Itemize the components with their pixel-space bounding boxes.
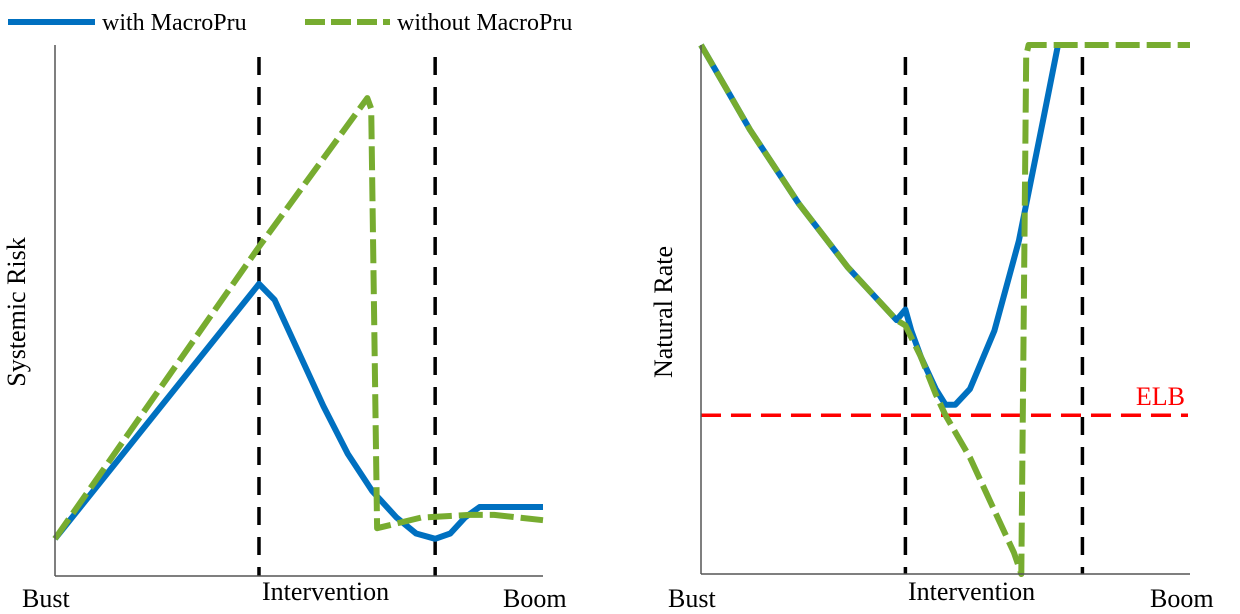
series-group [698, 42, 1190, 577]
legend: with MacroPru without MacroPru [8, 10, 572, 36]
intervention-boundaries [257, 57, 437, 576]
x-tick-label-boom: Boom [1150, 584, 1214, 613]
legend-label-without-macropru: without MacroPru [397, 10, 572, 36]
intervention-boundaries [903, 57, 1085, 574]
chart-natural-rate: ELB Natural Rate Bust Intervention Boom [649, 42, 1214, 613]
series-line-with-macropru [52, 280, 543, 542]
x-tick-label-intervention: Intervention [262, 577, 389, 606]
chart-systemic-risk: Systemic Risk Bust Intervention Boom [2, 45, 567, 613]
x-tick-label-bust: Bust [668, 584, 716, 613]
series-line-without-macropru [698, 42, 1190, 577]
x-tick-label-boom: Boom [503, 584, 567, 613]
series-line-without-macropru [52, 95, 544, 541]
y-axis-label: Systemic Risk [2, 237, 31, 387]
elb-label: ELB [1136, 382, 1185, 411]
series-group [52, 95, 544, 542]
legend-label-with-macropru: with MacroPru [102, 10, 247, 36]
x-tick-label-bust: Bust [22, 584, 70, 613]
y-axis-label: Natural Rate [649, 246, 678, 378]
x-tick-label-intervention: Intervention [908, 577, 1035, 606]
series-line-with-macropru [698, 43, 1061, 408]
